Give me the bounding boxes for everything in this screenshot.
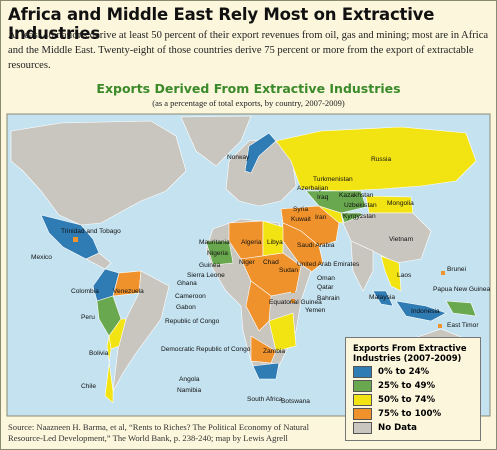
country-label: Malaysia (369, 294, 395, 301)
country-label: Cameroon (175, 293, 206, 300)
legend-item: 50% to 74% (353, 394, 473, 406)
legend-item: 25% to 49% (353, 380, 473, 392)
country-label: Mauritania (199, 239, 230, 246)
legend-label: No Data (378, 423, 417, 433)
country-label: East Timor (447, 322, 479, 329)
source-note: Source: Naazneen H. Barma, et al, “Rents… (8, 422, 310, 443)
country-label: Zambia (263, 348, 285, 355)
legend-swatch (353, 408, 372, 420)
country-label: Colombia (71, 288, 99, 295)
legend-title: Exports From Extractive Industries (2007… (353, 343, 467, 363)
country-label: Algeria (241, 239, 262, 246)
legend-label: 25% to 49% (378, 381, 436, 391)
country-label: Mongolia (387, 200, 414, 207)
legend-swatch (353, 422, 372, 434)
country-label: Laos (397, 272, 412, 279)
country-label: Sudan (279, 267, 298, 274)
country-label: Republic of Congo (165, 318, 220, 325)
legend-label: 75% to 100% (378, 409, 442, 419)
country-label: Bahrain (317, 295, 340, 302)
country-label: Namibia (177, 387, 202, 394)
country-label: Mexico (31, 254, 52, 261)
country-label: Azerbaijan (297, 185, 328, 192)
land (10, 115, 477, 404)
country-label: Kyrgyzstan (343, 213, 376, 220)
country-label: Saudi Arabia (297, 242, 335, 249)
country-label: Peru (81, 314, 95, 321)
country-label: Democratic Republic of Congo (161, 346, 251, 353)
country-label: Niger (239, 259, 256, 266)
country-label: Papua New Guinea (433, 286, 491, 293)
country-label: Angola (179, 376, 200, 383)
country-label: Iraq (317, 194, 329, 201)
country-label: Ghana (177, 280, 197, 287)
country-label: Gabon (176, 304, 196, 311)
country-label: Qatar (317, 284, 334, 291)
country-labels: Russia Norway Turkmenistan Azerbaijan Iraq Ka… (31, 154, 491, 405)
legend-item: 0% to 24% (353, 366, 473, 378)
legend-swatch (353, 366, 372, 378)
title: Africa and Middle East Rely Most on Extr… (8, 5, 435, 43)
country-label: Botswana (281, 398, 310, 405)
country-label: Uzbekistan (344, 202, 377, 209)
country-label: Chile (81, 383, 96, 390)
country-label: Yemen (305, 307, 326, 314)
legend: Exports From Extractive Industries (2007… (345, 337, 481, 441)
country-label: Brunei (447, 266, 467, 273)
country-label: United Arab Emirates (297, 261, 360, 268)
country-label: Equatorial Guinea (269, 299, 322, 306)
legend-swatch (353, 380, 372, 392)
country-label: Iran (315, 214, 327, 221)
country-label: Vietnam (389, 236, 414, 243)
intro-text: At least 40 nations derive at least 50 p… (8, 30, 489, 71)
country-label: Kazakhstan (339, 192, 374, 199)
legend-items: 0% to 24% 25% to 49% 50% to 74% 75% to 100%… (346, 366, 480, 434)
island-markers (73, 237, 445, 328)
country-label: Kuwait (291, 216, 311, 223)
country-label: Sierra Leone (187, 272, 225, 279)
country-label: Turkmenistan (313, 176, 353, 183)
country-label: South Africa (247, 396, 283, 403)
country-label: Guinea (199, 262, 221, 269)
country-label: Russia (371, 156, 391, 163)
legend-label: 50% to 74% (378, 395, 436, 405)
country-label: Venezuela (113, 288, 144, 295)
country-label: Indonesia (411, 308, 440, 315)
map-title: Exports Derived From Extractive Industri… (96, 81, 401, 96)
country-label: Nigeria (207, 250, 228, 257)
country-label: Oman (317, 275, 335, 282)
country-label: Libya (267, 239, 283, 246)
legend-label: 0% to 24% (378, 367, 430, 377)
legend-item: 75% to 100% (353, 408, 473, 420)
legend-item: No Data (353, 422, 473, 434)
country-label: Bolivia (89, 350, 109, 357)
country-label: Norway (227, 154, 250, 161)
country-label: Syria (293, 206, 308, 213)
legend-swatch (353, 394, 372, 406)
country-label: Trinidad and Tobago (61, 228, 121, 235)
map-subtitle: (as a percentage of total exports, by co… (152, 98, 345, 108)
country-label: Chad (263, 259, 279, 266)
